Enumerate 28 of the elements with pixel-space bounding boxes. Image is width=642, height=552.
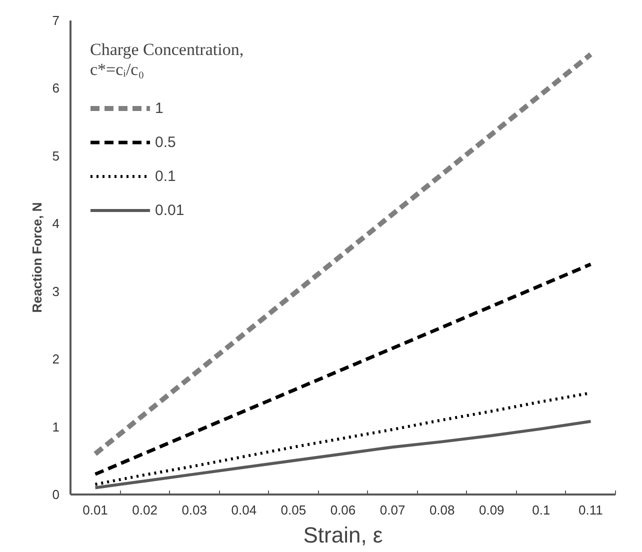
y-tick-label: 7 — [52, 13, 60, 28]
x-tick-label: 0.08 — [429, 502, 455, 518]
x-tick-label: 0.04 — [231, 502, 257, 518]
line-series — [94, 420, 592, 490]
y-tick-label: 5 — [52, 148, 60, 164]
y-tick-label: 3 — [52, 284, 60, 299]
line-series — [94, 262, 592, 476]
legend-label: 0.1 — [155, 168, 176, 184]
y-tick-label: 2 — [52, 352, 60, 367]
x-tick-label: 0.02 — [132, 502, 158, 518]
x-tick-label: 0.05 — [280, 502, 306, 518]
legend-label: 1 — [155, 100, 164, 116]
x-axis-title: Strain, ε — [303, 522, 383, 548]
y-tick-label: 0 — [52, 487, 60, 502]
y-tick-label: 6 — [52, 80, 60, 96]
x-tick-label: 0.03 — [182, 502, 208, 518]
legend-title: Charge Concentration, c*=cᵢ/c₀ — [90, 40, 244, 80]
legend-label: 0.01 — [155, 202, 184, 218]
y-tick-label: 4 — [52, 216, 60, 232]
x-tick-label: 0.06 — [330, 502, 356, 518]
x-tick-label: 0.11 — [578, 502, 603, 518]
y-tick-label: 1 — [52, 419, 60, 434]
x-tick-label: 0.07 — [380, 502, 406, 518]
x-tick-label: 0.01 — [82, 502, 108, 518]
x-tick-label: 0.09 — [478, 502, 504, 518]
legend-label: 0.5 — [155, 134, 176, 150]
x-tick-label: 0.1 — [532, 502, 550, 518]
y-axis-title: Reaction Force, N — [29, 202, 44, 313]
